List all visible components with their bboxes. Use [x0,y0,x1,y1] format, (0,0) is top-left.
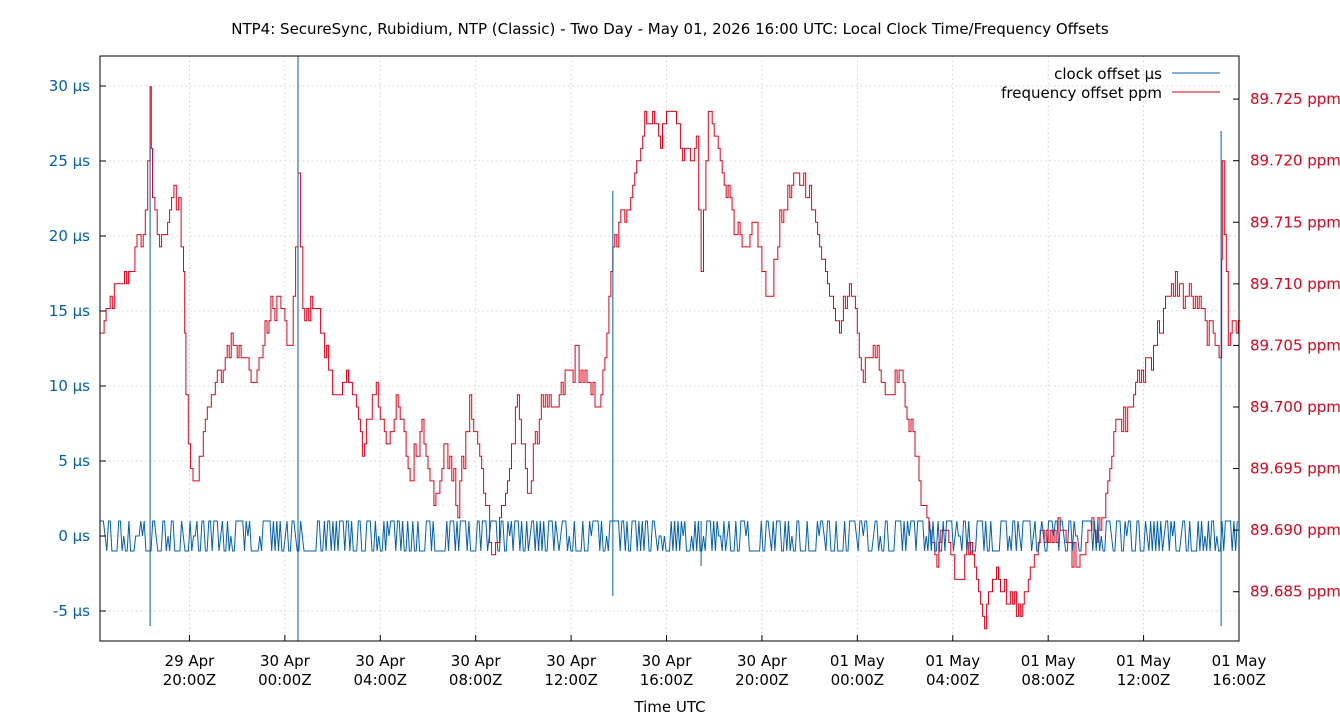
y-right-tick-label: 89.710 ppm [1250,275,1340,293]
clock-offset-band [99,520,1238,552]
x-tick-label-date: 30 Apr [546,652,597,670]
y-left-tick-label: 25 µs [49,152,90,170]
x-tick-label-date: 30 Apr [642,652,693,670]
x-tick-label-time: 08:00Z [449,671,503,689]
x-tick-label-time: 16:00Z [640,671,694,689]
y-right-tick-label: 89.700 ppm [1250,398,1340,416]
x-tick-label-date: 01 May [1116,652,1171,670]
y-left-tick-label: 0 µs [58,527,90,545]
legend: clock offset µs frequency offset ppm [1001,65,1220,102]
x-tick-label-time: 12:00Z [544,671,598,689]
y-right-tick-label: 89.695 ppm [1250,460,1340,478]
y-left-tick-label: 30 µs [49,77,90,95]
x-tick-label-time: 08:00Z [1021,671,1075,689]
x-tick-label-time: 12:00Z [1117,671,1171,689]
x-tick-label-time: 00:00Z [258,671,312,689]
axis-ticks [100,85,1240,641]
x-tick-label-time: 04:00Z [354,671,408,689]
grid-lines [100,56,1240,641]
x-tick-label-time: 16:00Z [1212,671,1266,689]
y-right-tick-label: 89.725 ppm [1250,90,1340,108]
clock-offset-series [99,56,1238,641]
x-tick-label-time: 20:00Z [163,671,217,689]
y-right-tick-label: 89.715 ppm [1250,213,1340,231]
y-left-tick-label: 5 µs [58,452,90,470]
x-tick-label-date: 30 Apr [260,652,311,670]
x-tick-label-time: 00:00Z [831,671,885,689]
y-left-tick-label: -5 µs [53,602,90,620]
x-tick-label-time: 20:00Z [735,671,789,689]
y-left-tick-label: 10 µs [49,377,90,395]
y-right-tick-label: 89.720 ppm [1250,152,1340,170]
x-tick-label-date: 01 May [925,652,980,670]
x-axis-title: Time UTC [633,698,705,716]
chart-title: NTP4: SecureSync, Rubidium, NTP (Classic… [231,20,1109,38]
x-tick-label-date: 30 Apr [451,652,502,670]
legend-label-freq: frequency offset ppm [1001,84,1162,102]
y-right-tick-label: 89.685 ppm [1250,583,1340,601]
y-left-tick-label: 20 µs [49,227,90,245]
y-right-tick-label: 89.690 ppm [1250,521,1340,539]
x-tick-label-date: 30 Apr [737,652,788,670]
x-tick-label-date: 29 Apr [165,652,216,670]
x-tick-label-time: 04:00Z [926,671,980,689]
plot-border [99,55,1240,642]
x-tick-label-date: 01 May [1021,652,1076,670]
y-left-tick-label: 15 µs [49,302,90,320]
legend-label-clock: clock offset µs [1054,65,1162,83]
right-axis-labels: 89.685 ppm 89.690 ppm 89.695 ppm 89.700 ppm… [1250,90,1340,601]
x-tick-label-date: 01 May [830,652,885,670]
left-axis-labels: -5 µs 0 µs 5 µs 10 µs 15 µs 20 µs 25 µs 30 µs [49,77,90,620]
y-right-tick-label: 89.705 ppm [1250,336,1340,354]
x-tick-label-date: 01 May [1212,652,1267,670]
x-tick-label-date: 30 Apr [355,652,406,670]
